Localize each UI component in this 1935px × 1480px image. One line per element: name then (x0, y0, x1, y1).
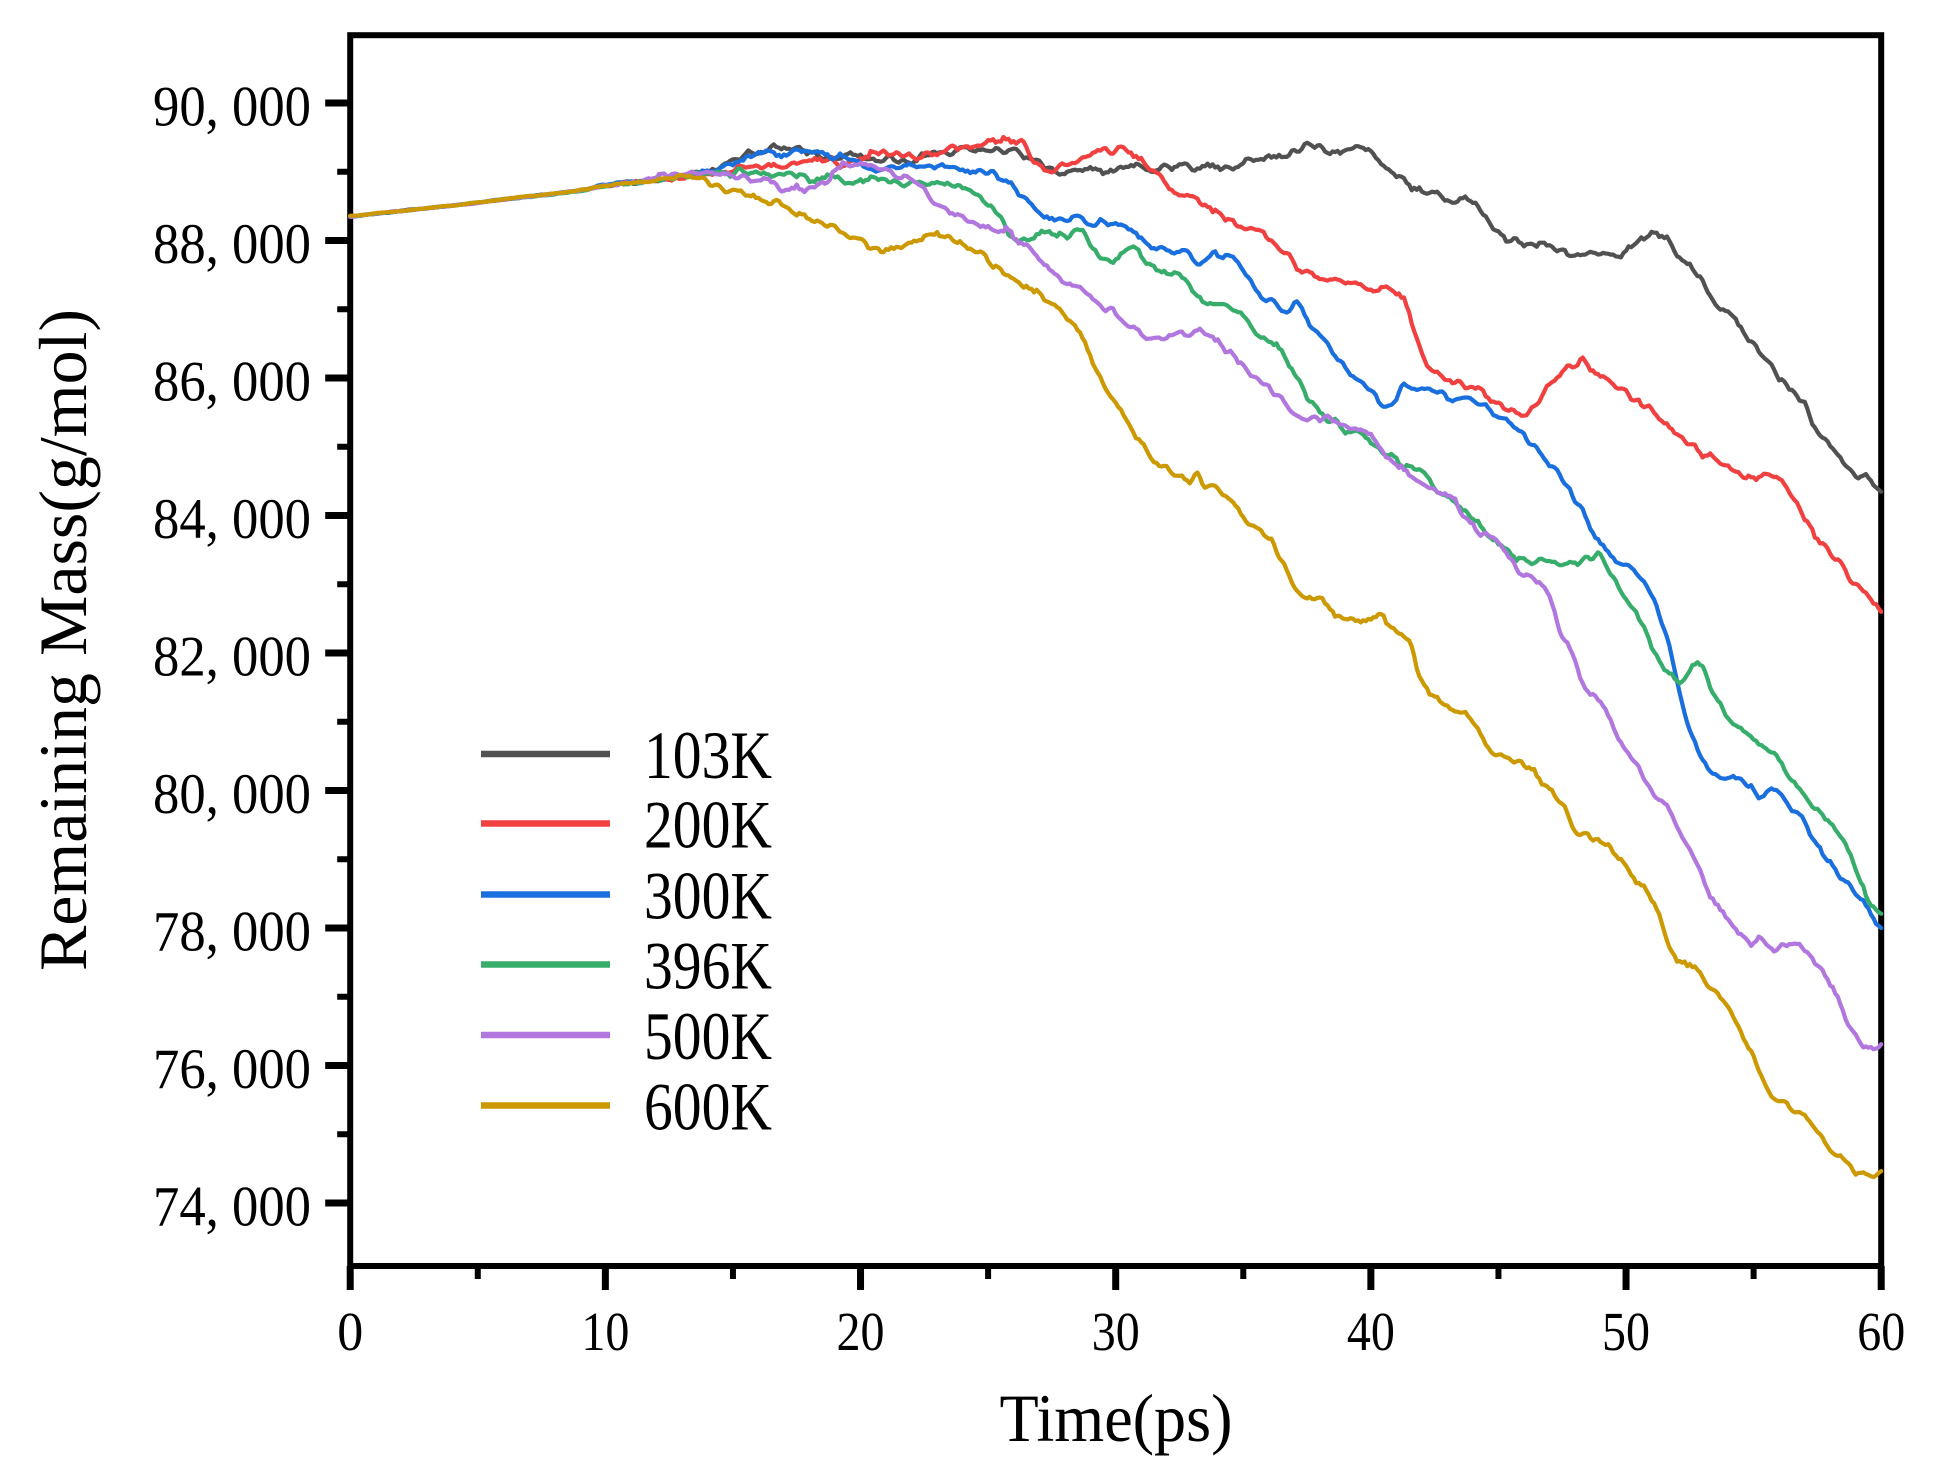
svg-text:600K: 600K (644, 1068, 772, 1144)
svg-text:82, 000: 82, 000 (153, 626, 311, 689)
svg-text:50: 50 (1602, 1301, 1650, 1362)
svg-text:74, 000: 74, 000 (153, 1176, 311, 1239)
svg-text:300K: 300K (644, 857, 772, 933)
svg-text:88, 000: 88, 000 (153, 213, 311, 276)
svg-text:40: 40 (1347, 1301, 1395, 1362)
svg-text:10: 10 (581, 1301, 629, 1362)
svg-text:500K: 500K (644, 998, 772, 1074)
svg-text:103K: 103K (644, 717, 772, 793)
svg-text:Remaining Mass(g/mol): Remaining Mass(g/mol) (25, 309, 101, 971)
svg-text:90, 000: 90, 000 (153, 76, 311, 139)
svg-text:0: 0 (337, 1301, 363, 1362)
svg-text:30: 30 (1092, 1301, 1140, 1362)
svg-text:396K: 396K (644, 927, 772, 1003)
svg-text:80, 000: 80, 000 (153, 763, 311, 826)
svg-text:20: 20 (837, 1301, 885, 1362)
svg-text:60: 60 (1857, 1301, 1905, 1362)
svg-text:78, 000: 78, 000 (153, 901, 311, 964)
svg-text:86, 000: 86, 000 (153, 351, 311, 414)
svg-text:84, 000: 84, 000 (153, 488, 311, 551)
svg-text:200K: 200K (644, 786, 772, 862)
svg-text:Time(ps): Time(ps) (1000, 1380, 1233, 1456)
svg-text:76, 000: 76, 000 (153, 1038, 311, 1101)
